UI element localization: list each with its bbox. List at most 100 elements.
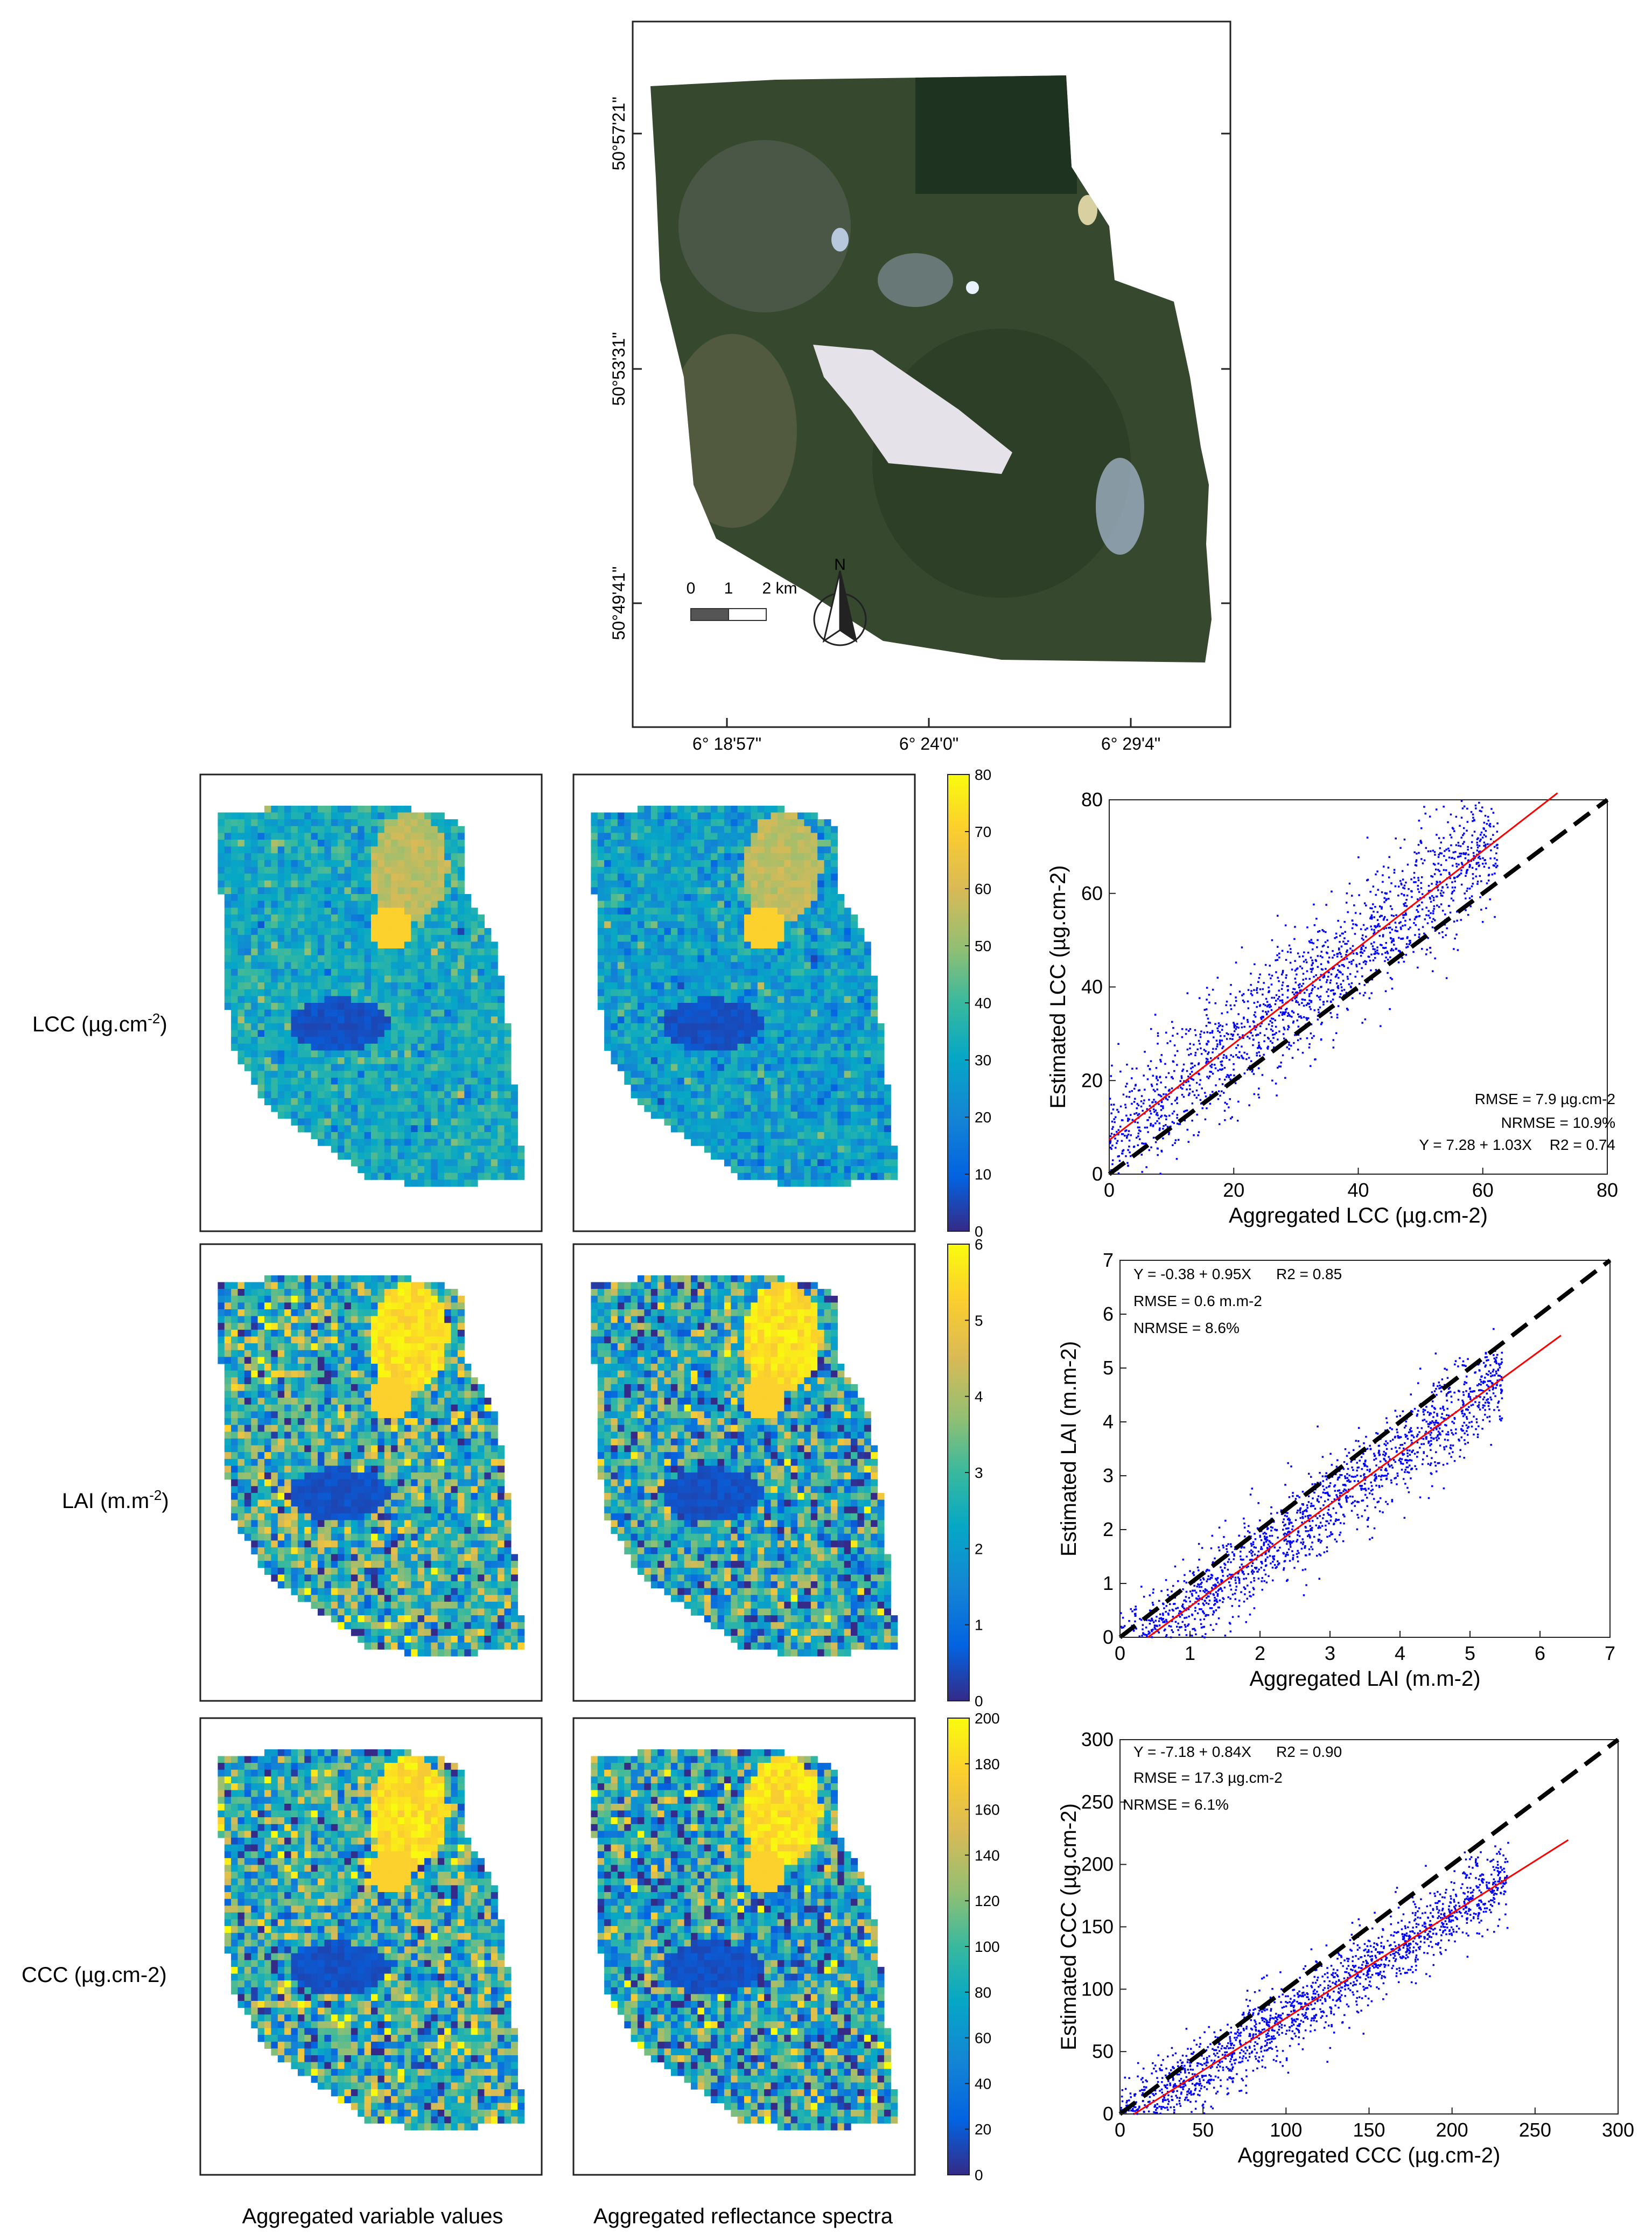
data-point [1340,983,1342,986]
data-point [1205,1614,1208,1616]
data-point [1217,1617,1220,1620]
data-point [1172,1144,1174,1146]
data-point [1277,1537,1279,1539]
data-point [1167,2055,1169,2057]
data-point [1482,1879,1485,1881]
data-point [1208,1075,1211,1078]
data-point [1396,1428,1398,1430]
data-point [1174,1621,1177,1623]
data-point [1256,2067,1258,2070]
data-point [1297,1550,1299,1552]
data-point [1212,2048,1214,2050]
data-point [1243,1072,1246,1074]
data-point [1411,896,1413,898]
data-point [1417,1382,1419,1384]
data-point [1157,2081,1159,2083]
data-point [1256,2051,1258,2054]
data-point [1351,1466,1353,1469]
data-point [1278,2028,1280,2031]
data-point [1460,1436,1462,1439]
data-point [1480,880,1482,882]
data-point [1150,1629,1153,1631]
north-arrow-icon: N [813,556,867,646]
data-point [1247,1018,1249,1021]
data-point [1460,862,1463,864]
data-point [1309,1537,1311,1539]
data-point [1344,1988,1346,1991]
data-point [1288,2014,1290,2016]
data-point [1217,1069,1219,1072]
data-point [1382,919,1385,921]
data-point [1265,1552,1267,1554]
data-point [1390,1464,1393,1467]
data-point [1392,1965,1395,1967]
data-point [1261,1977,1263,1980]
data-point [1270,1530,1272,1532]
data-point [1212,1629,1214,1631]
data-point [1376,1943,1378,1945]
data-point [1182,1069,1185,1071]
data-point [1418,933,1420,936]
data-point [1300,2020,1303,2022]
data-point [1403,894,1405,897]
data-point [1473,855,1475,857]
data-point [1430,1427,1432,1429]
data-point [1306,970,1308,972]
data-point [1284,1532,1286,1534]
data-point [1238,1578,1241,1580]
data-point [1226,1032,1228,1035]
data-point [1324,1500,1326,1503]
data-point [1181,1614,1183,1616]
data-point [1450,897,1453,899]
data-point [1361,1499,1363,1502]
data-point [1303,1992,1305,1994]
data-point [1368,1984,1370,1986]
data-point [1367,955,1370,958]
data-point [1398,937,1400,939]
data-point [1184,2099,1186,2101]
data-point [1399,1956,1402,1958]
data-point [1439,1432,1441,1434]
data-point [1166,1099,1169,1101]
data-point [1319,979,1321,981]
data-point [1294,2020,1297,2023]
data-point [1273,1558,1275,1561]
data-point [1232,2077,1235,2080]
data-point [1310,1985,1312,1987]
data-point [1180,1086,1182,1088]
data-point [1205,1589,1207,1592]
data-point [1293,938,1296,940]
data-point [1233,1063,1235,1065]
data-point [1463,1383,1466,1385]
data-point [1340,955,1343,958]
data-point [1435,1436,1437,1439]
data-point [1254,1533,1256,1535]
data-point [1137,1114,1139,1116]
data-point [1188,1092,1191,1094]
data-point [1317,2000,1319,2002]
data-point [1437,1890,1439,1893]
data-point [1485,843,1487,846]
data-point [1443,1448,1446,1450]
data-point [1350,962,1353,965]
data-point [1479,896,1481,898]
data-point [1496,831,1499,833]
data-point [1194,2073,1196,2076]
data-point [1310,1001,1312,1003]
data-point [1361,975,1363,978]
data-point [1227,1561,1229,1563]
data-point [1202,2103,1205,2106]
data-point [1140,2089,1143,2091]
data-point [1144,1051,1146,1053]
data-point [1266,1556,1269,1559]
data-point [1200,1583,1202,1585]
data-point [1462,1415,1465,1418]
data-point [1439,1407,1441,1409]
data-point [1168,1114,1171,1117]
data-point [1437,1422,1439,1425]
data-point [1370,1490,1373,1492]
data-point [1291,2005,1293,2007]
data-point [1316,946,1318,948]
data-point [1313,924,1316,926]
data-point [1407,1949,1409,1951]
